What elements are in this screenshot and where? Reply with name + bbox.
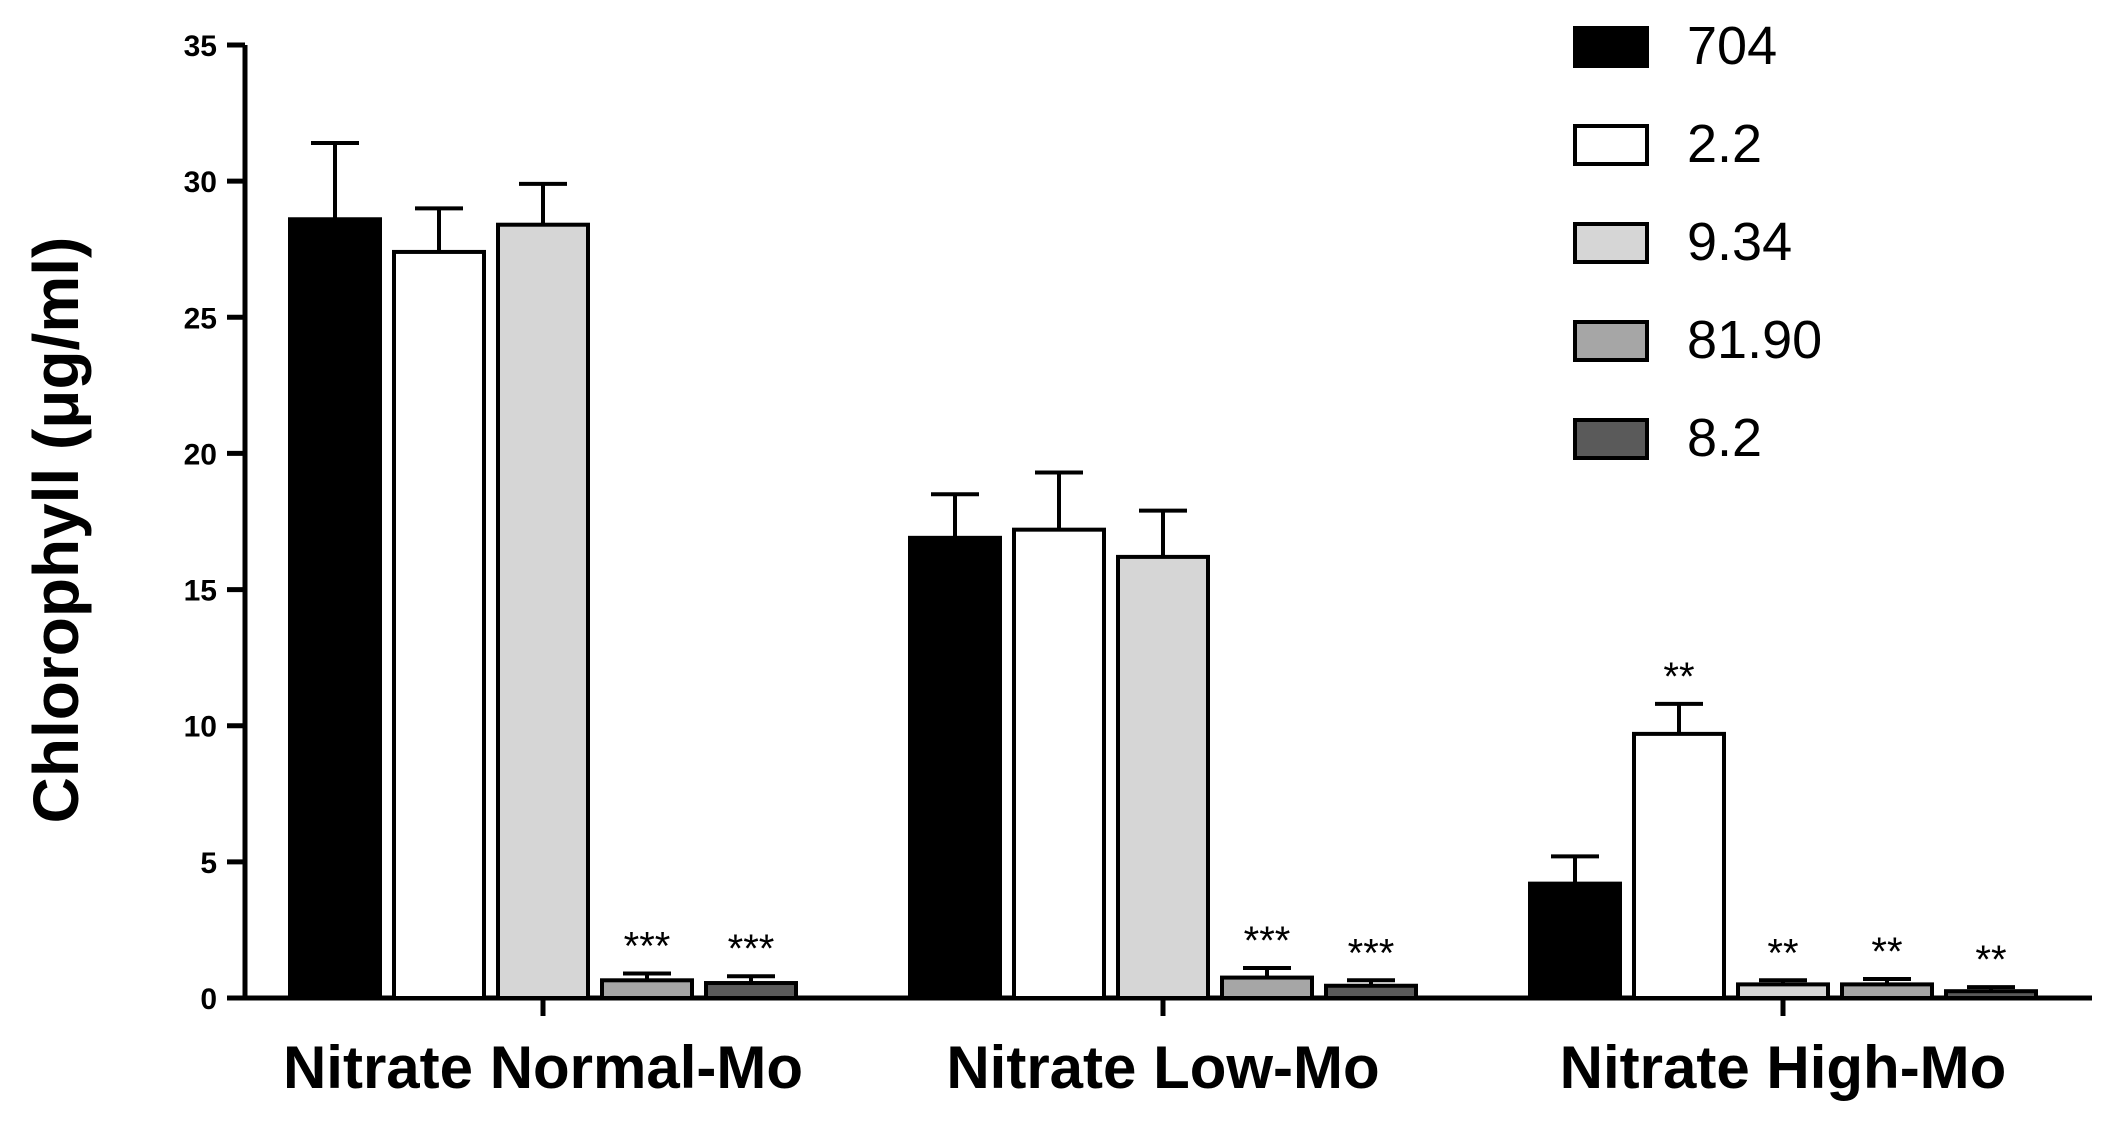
- bars: *** *** *** ******* ** **: [288, 141, 2038, 1001]
- y-tick-label: 20: [184, 438, 217, 471]
- bar: [908, 535, 1002, 1001]
- bar: [704, 981, 798, 1001]
- legend-swatch: [1573, 222, 1649, 264]
- legend-label: 704: [1687, 16, 1777, 76]
- bar: [288, 217, 382, 1000]
- y-tick-label: 0: [200, 983, 217, 1016]
- significance-label: ***: [1348, 931, 1395, 975]
- x-category-label: Nitrate Normal-Mo: [283, 1034, 803, 1101]
- bar: [1944, 989, 2038, 1001]
- x-category-label: Nitrate Low-Mo: [946, 1034, 1379, 1101]
- legend-label: 8.2: [1687, 408, 1762, 468]
- legend-label: 9.34: [1687, 212, 1792, 272]
- bar: [1632, 731, 1726, 1001]
- legend-swatch: [1573, 26, 1649, 68]
- bar: [1840, 982, 1934, 1001]
- y-tick-label: 5: [200, 847, 217, 880]
- legend-label: 81.90: [1687, 310, 1822, 370]
- legend-label: 2.2: [1687, 114, 1762, 174]
- bar: [1736, 982, 1830, 1001]
- legend: 704 2.2 9.34 81.90 8.2: [1573, 16, 1822, 468]
- legend-swatch: [1573, 124, 1649, 166]
- bar: [1528, 881, 1622, 1001]
- y-tick-label: 35: [184, 30, 217, 63]
- bar: [1220, 975, 1314, 1000]
- significance-label: **: [1871, 930, 1902, 974]
- bar: [1116, 554, 1210, 1000]
- significance-label: **: [1767, 931, 1798, 975]
- bar: [1324, 983, 1418, 1000]
- significance-label: ***: [728, 927, 775, 971]
- significance-label: **: [1663, 655, 1694, 699]
- significance-label: ***: [624, 924, 671, 968]
- y-tick-label: 30: [184, 166, 217, 199]
- significance-label: ***: [1244, 919, 1291, 963]
- bar: [496, 222, 590, 1001]
- legend-swatch: [1573, 320, 1649, 362]
- y-tick-label: 10: [184, 711, 217, 744]
- y-axis-title: Chlorophyll (μg/ml): [20, 237, 92, 824]
- bar: [1012, 527, 1106, 1000]
- y-tick-label: 25: [184, 302, 217, 335]
- y-tick-label: 15: [184, 575, 217, 608]
- significance-label: **: [1975, 938, 2006, 982]
- bar: [392, 249, 486, 1001]
- bar: [600, 978, 694, 1001]
- legend-swatch: [1573, 418, 1649, 460]
- x-category-label: Nitrate High-Mo: [1560, 1034, 2007, 1101]
- axes: 0 5 10 15 20 25 30 35 Nitrate Normal-Mo Nitrate L…: [184, 30, 2092, 1101]
